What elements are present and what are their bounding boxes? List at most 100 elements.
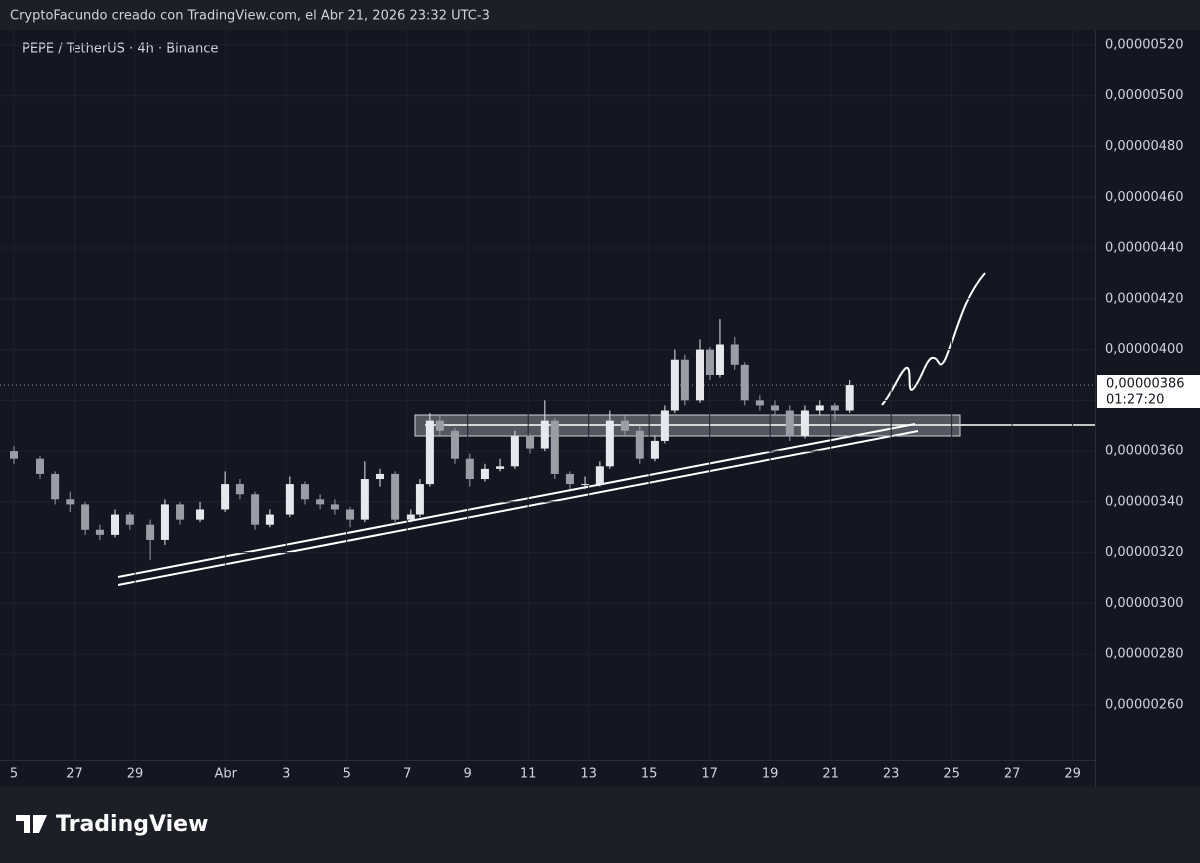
y-tick-label: 0,00000520	[1105, 37, 1184, 52]
candle-body	[550, 420, 559, 474]
candle-body	[346, 509, 355, 520]
y-tick-label: 0,00000420	[1105, 291, 1184, 306]
candle-body	[526, 435, 535, 449]
header: CryptoFacundo creado con TradingView.com…	[10, 9, 490, 24]
candle-body	[800, 410, 809, 436]
candle-body	[10, 451, 19, 459]
x-tick-label: 5	[10, 767, 18, 782]
projection-arrow	[881, 272, 986, 406]
candle-body	[391, 473, 400, 520]
candle-body	[815, 405, 824, 411]
candle-body	[635, 430, 644, 459]
candle-body	[465, 458, 474, 480]
candle-body	[36, 458, 45, 474]
candle-body	[300, 484, 309, 500]
trend-line	[117, 423, 916, 578]
x-tick-label: 27	[1004, 767, 1021, 782]
y-tick-label: 0,00000460	[1105, 190, 1184, 205]
x-tick-label: 21	[822, 767, 839, 782]
candle-body	[480, 468, 489, 480]
candle-body	[450, 430, 459, 459]
candle-body	[265, 514, 274, 525]
candle-body	[705, 349, 714, 375]
brand: TradingView	[56, 812, 208, 837]
x-tick-label: 23	[883, 767, 900, 782]
x-tick-label: 19	[762, 767, 779, 782]
y-tick-label: 0,00000360	[1105, 444, 1184, 459]
trend-line	[117, 430, 919, 586]
candle-body	[81, 504, 90, 530]
countdown: 01:27:20	[1106, 393, 1164, 408]
x-tick-label: 29	[1064, 767, 1081, 782]
candle-body	[680, 359, 689, 401]
x-tick-label: 11	[520, 767, 537, 782]
candle-body	[176, 504, 185, 520]
candle-body	[360, 479, 369, 520]
candle-body	[406, 514, 415, 520]
x-tick-label: 3	[282, 767, 290, 782]
candle-body	[830, 405, 839, 411]
candle-body	[316, 499, 325, 505]
candle-body	[251, 494, 260, 525]
candle-body	[160, 504, 169, 540]
candle-body	[285, 484, 294, 515]
x-tick-label: 29	[127, 767, 144, 782]
candle-body	[715, 344, 724, 375]
chart-pane	[0, 30, 1200, 787]
candle-body	[755, 400, 764, 406]
candle-body	[565, 473, 574, 485]
logo-mark	[16, 815, 47, 833]
candle-body	[581, 484, 590, 486]
x-tick-label: Abr	[214, 767, 237, 782]
x-tick-label: 7	[403, 767, 411, 782]
candle-body	[620, 420, 629, 431]
candle-body	[740, 364, 749, 401]
candle-body	[695, 349, 704, 401]
plot: 0,00000520 0,00000500 0,00000480 0,00000460…	[0, 30, 1184, 782]
y-tick-label: 0,00000500	[1105, 88, 1184, 103]
y-tick-label: 0,00000400	[1105, 342, 1184, 357]
candle-body	[650, 440, 659, 459]
candle-body	[235, 484, 244, 495]
price-tag	[1097, 375, 1200, 408]
candle-body	[770, 405, 779, 411]
y-tick-label: 0,00000280	[1105, 647, 1184, 662]
y-tick-label: 0,00000300	[1105, 596, 1184, 611]
y-tick-label: 0,00000480	[1105, 139, 1184, 154]
x-tick-label: 17	[701, 767, 718, 782]
candle-body	[540, 420, 549, 449]
candle-body	[785, 410, 794, 436]
candle-body	[605, 420, 614, 467]
candle-body	[845, 385, 854, 411]
logo: TradingView	[16, 812, 208, 837]
candle-body	[660, 410, 669, 441]
x-tick-label: 25	[943, 767, 960, 782]
candle-body	[375, 473, 384, 480]
candle-body	[435, 420, 444, 431]
x-tick-label: 9	[464, 767, 472, 782]
candle-body	[330, 504, 339, 510]
candle-body	[496, 466, 505, 469]
candle-body	[95, 529, 104, 535]
candle-body	[125, 514, 134, 525]
y-tick-label: 0,00000440	[1105, 241, 1184, 256]
candle-body	[510, 435, 519, 467]
candle-body	[670, 359, 679, 411]
x-tick-label: 27	[66, 767, 83, 782]
x-tick-label: 13	[580, 767, 597, 782]
candle-body	[111, 514, 120, 535]
candle-body	[66, 499, 75, 505]
x-tick-label: 5	[343, 767, 351, 782]
candle-body	[595, 466, 604, 485]
y-tick-label: 0,00000320	[1105, 545, 1184, 560]
candle-body	[730, 344, 739, 365]
candle-body	[51, 473, 60, 500]
candle-body	[221, 484, 230, 510]
candle-body	[196, 509, 205, 520]
y-tick-label: 0,00000260	[1105, 697, 1184, 712]
zone-rectangle	[414, 414, 961, 437]
symbol-title: PEPE / TetherUS · 4h · Binance	[22, 42, 218, 57]
x-tick-label: 15	[641, 767, 658, 782]
